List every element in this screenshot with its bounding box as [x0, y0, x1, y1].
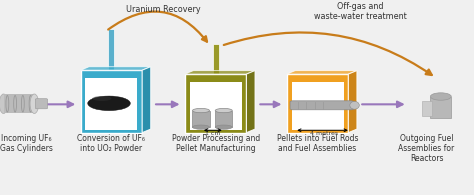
- Text: Conversion of UF₆
into UO₂ Powder: Conversion of UF₆ into UO₂ Powder: [77, 134, 146, 153]
- FancyBboxPatch shape: [422, 101, 432, 116]
- Polygon shape: [246, 71, 255, 133]
- FancyBboxPatch shape: [215, 111, 232, 127]
- FancyBboxPatch shape: [430, 97, 451, 118]
- Polygon shape: [81, 67, 151, 70]
- Text: Uranium Recovery: Uranium Recovery: [126, 5, 201, 14]
- Ellipse shape: [192, 125, 210, 129]
- FancyBboxPatch shape: [185, 74, 246, 133]
- FancyBboxPatch shape: [192, 111, 210, 127]
- Text: Incoming UF₆
Gas Cylinders: Incoming UF₆ Gas Cylinders: [0, 134, 53, 153]
- FancyBboxPatch shape: [287, 74, 348, 133]
- Polygon shape: [287, 71, 357, 74]
- Ellipse shape: [192, 108, 210, 113]
- FancyBboxPatch shape: [292, 82, 344, 130]
- Ellipse shape: [88, 96, 130, 111]
- Text: Off-gas and
waste-water treatment: Off-gas and waste-water treatment: [314, 2, 407, 21]
- Polygon shape: [185, 71, 255, 74]
- Ellipse shape: [0, 94, 8, 113]
- FancyBboxPatch shape: [35, 99, 47, 109]
- Ellipse shape: [215, 108, 232, 113]
- Ellipse shape: [350, 101, 359, 109]
- FancyBboxPatch shape: [85, 78, 137, 130]
- FancyBboxPatch shape: [108, 29, 114, 70]
- FancyBboxPatch shape: [190, 82, 242, 130]
- Ellipse shape: [430, 93, 451, 100]
- FancyBboxPatch shape: [3, 94, 34, 113]
- Ellipse shape: [30, 94, 38, 113]
- Polygon shape: [142, 67, 151, 133]
- Ellipse shape: [215, 125, 232, 129]
- Text: Pellets into Fuel Rods
and Fuel Assemblies: Pellets into Fuel Rods and Fuel Assembli…: [277, 134, 358, 153]
- FancyBboxPatch shape: [290, 101, 354, 110]
- Text: Powder Processing and
Pellet Manufacturing: Powder Processing and Pellet Manufacturi…: [172, 134, 260, 153]
- Ellipse shape: [92, 96, 111, 101]
- Polygon shape: [348, 71, 357, 133]
- Text: Outgoing Fuel
Assemblies for
Reactors: Outgoing Fuel Assemblies for Reactors: [399, 134, 455, 163]
- Text: 1 cm: 1 cm: [205, 131, 220, 136]
- FancyBboxPatch shape: [212, 44, 219, 74]
- FancyBboxPatch shape: [81, 70, 142, 133]
- Text: 4 metres: 4 metres: [310, 131, 338, 136]
